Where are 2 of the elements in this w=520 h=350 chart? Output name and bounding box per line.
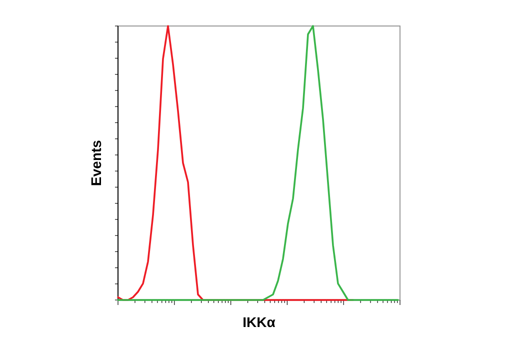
y-axis-title: Events bbox=[88, 140, 104, 186]
x-axis-title: IKKα bbox=[242, 314, 276, 330]
